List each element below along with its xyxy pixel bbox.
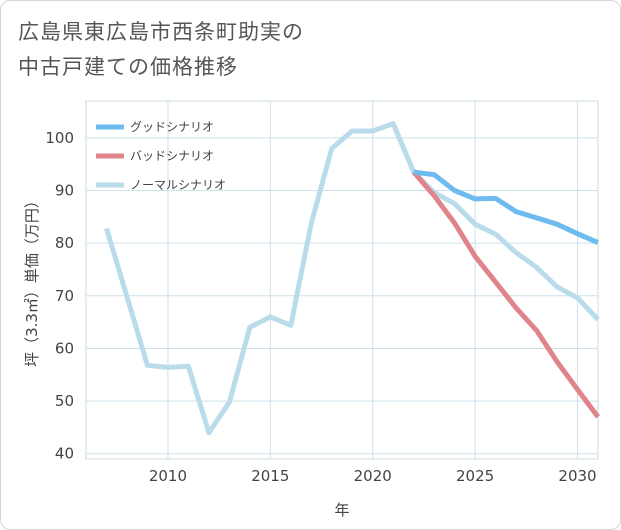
chart-title: 広島県東広島市西条町助実の 中古戸建ての価格推移: [18, 15, 304, 85]
x-axis-title: 年: [334, 501, 349, 519]
y-axis-title: 坪（3.3㎡）単価（万円）: [23, 193, 41, 367]
y-tick-label: 90: [55, 182, 74, 200]
series-line-1: [413, 169, 599, 245]
axes: 40 50 60 70 80 90 100 2010 2015 2020 2025 2030 年 坪（3.…: [23, 129, 597, 519]
y-tick-label: 70: [55, 287, 74, 305]
series-line-3: [104, 121, 600, 436]
x-tick-label: 2025: [456, 467, 494, 485]
y-tick-label: 40: [55, 445, 74, 463]
legend-label-1: グッドシナリオ: [130, 120, 214, 134]
x-tick-label: 2020: [354, 467, 392, 485]
chart-title-line-2: 中古戸建ての価格推移: [18, 55, 238, 79]
x-tick-label: 2030: [558, 467, 596, 485]
legend-label-2: バッドシナリオ: [130, 149, 214, 163]
y-tick-label: 80: [55, 234, 74, 252]
legend-label-3: ノーマルシナリオ: [130, 178, 226, 192]
y-tick-label: 60: [55, 339, 74, 357]
x-tick-label: 2010: [149, 467, 187, 485]
y-tick-label: 50: [55, 392, 74, 410]
x-tick-label: 2015: [251, 467, 289, 485]
series-line-2: [411, 170, 601, 419]
chart-title-line-1: 広島県東広島市西条町助実の: [18, 20, 304, 44]
series-lines: [104, 121, 601, 436]
y-tick-label: 100: [45, 129, 74, 147]
plot-area: [85, 100, 599, 460]
